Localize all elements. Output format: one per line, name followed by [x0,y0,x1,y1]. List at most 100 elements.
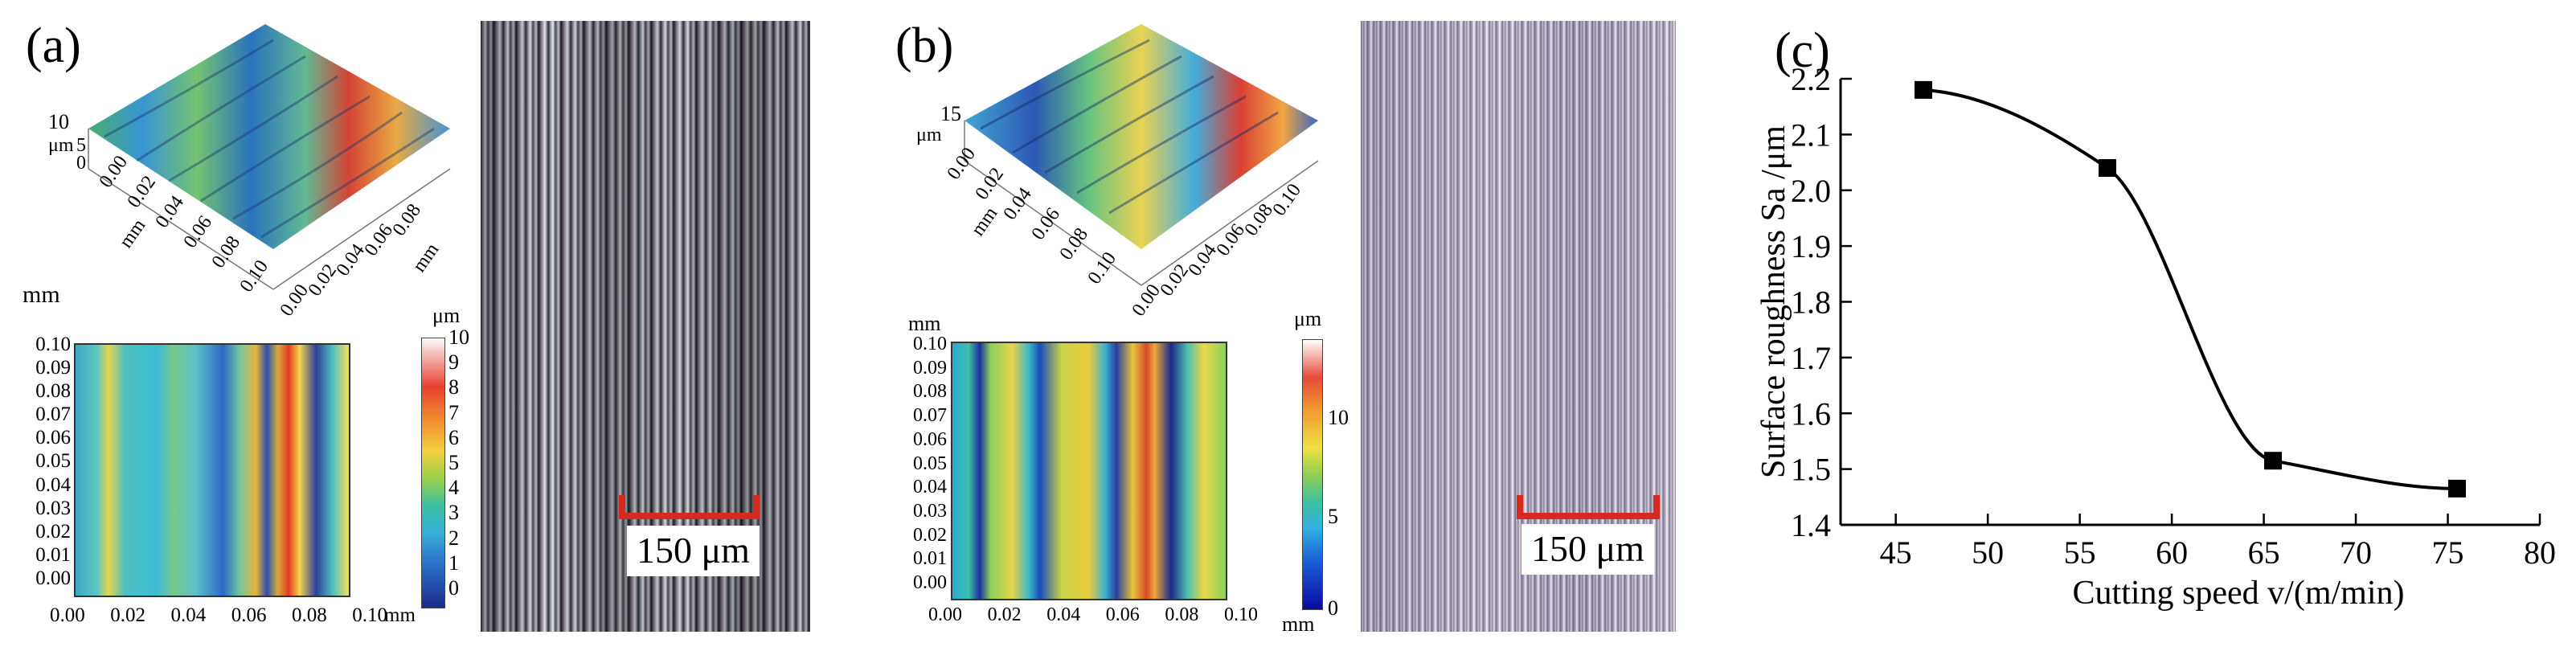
micrograph-b: 150 μm [1361,21,1676,632]
contour-a-x-tick: 0.08 [292,604,327,626]
contour-b-y-tick: 0.02 [913,524,947,546]
y-tick-label: 2.2 [1791,61,1831,97]
contour-b-y-tick: 0.00 [913,572,947,594]
surface-a-mm-label: mm [116,215,150,252]
contour-a-x-tick: 0.04 [170,604,207,626]
colorbar-a-tick: 7 [448,400,459,424]
surface-b-y-tick: 0.06 [1028,204,1064,244]
surface-a-y-tick: 0.00 [96,152,132,191]
contour-map-b [951,342,1227,600]
surface-b-y-tick: 0.10 [1084,248,1120,288]
contour-a-x-tick: 0.02 [110,604,145,626]
colorbar-a-tick: 8 [448,375,459,399]
colorbar-b-tick: 5 [1328,505,1338,528]
surface-b-y-tick: 0.08 [1056,224,1092,264]
colorbar-a-tick: 5 [448,451,459,475]
contour-a-y-tick: 0.03 [35,497,71,519]
colorbar-a-tick: 10 [448,326,469,349]
colorbar-a-tick: 0 [448,576,459,600]
surface-3d-plot-a: 10 μm 5 0 0.00 0.02 0.04 0.06 0.08 0.10 … [48,24,451,320]
surface-b-mm-label: mm [968,203,1002,240]
colorbar-a-tick: 4 [448,476,459,500]
contour-a-x-tick: 0.10 [352,604,387,626]
contour-a-y-tick: 0.07 [35,403,71,426]
surface-b-z-label: μm [916,125,942,145]
contour-b-x-tick: 0.10 [1223,604,1258,625]
data-point [1915,80,1933,99]
contour-a-y-tick: 0.00 [35,567,71,589]
panel-c: (c) 1.4 1.5 1.6 1.7 1.8 1.9 2.0 2.1 2.2 45 50 55 60 6… [1752,0,2576,647]
contour-b-y-tick: 0.03 [913,500,947,522]
surface-a-y-tick: 0.06 [180,212,216,252]
roughness-chart: 1.4 1.5 1.6 1.7 1.8 1.9 2.0 2.1 2.2 45 50 55 60 65 70 7… [1755,61,2556,612]
surface-3d-plot-b: 15 μm 0.00 0.02 0.04 0.06 0.08 0.10 0.00… [916,24,1319,320]
contour-b-x-tick: 0.02 [987,604,1022,625]
colorbar-a [421,338,445,608]
x-tick-label: 65 [2248,534,2280,571]
surface-a-z-label: μm [48,135,74,156]
colorbar-b-tick: 10 [1328,406,1349,429]
contour-a-x-tick: 0.06 [231,604,267,626]
contour-a-y-tick: 0.06 [35,427,71,449]
y-tick-label: 1.4 [1791,507,1831,543]
panel-b: (b) 15 μm 0.00 0.02 0.04 0.06 0.08 [884,0,1688,647]
y-axis-label: Surface roughness Sa /μm [1755,125,1792,478]
surface-b-z-tick-15: 15 [940,102,961,125]
x-tick-label: 75 [2432,534,2464,571]
contour-a-y-tick: 0.01 [35,543,71,566]
contour-b-y-tick: 0.08 [913,381,947,403]
contour-a-y-tick: 0.10 [35,334,71,355]
colorbar-unit-a: μm [432,304,461,327]
y-tick-label: 1.9 [1791,228,1831,264]
contour-b-y-tick: 0.01 [913,548,947,570]
contour-a-y-tick: 0.04 [35,473,71,496]
colorbar-a-tick: 9 [448,350,459,375]
data-point [2447,479,2466,498]
panel-a-label: (a) [26,18,81,73]
data-point [2264,452,2283,470]
contour-b-y-tick: 0.10 [913,334,947,354]
x-tick-label: 55 [2064,534,2096,571]
surface-a-x-tick: 0.10 [236,256,272,296]
surface-a-y-tick: 0.08 [208,232,244,272]
x-tick-label: 60 [2156,534,2188,571]
contour-y-ticks-a: 0.10 0.09 0.08 0.07 0.06 0.05 0.04 0.03 … [5,333,71,590]
contour-x-unit-b: mm [1282,612,1315,636]
colorbar-b-tick: 0 [1328,596,1338,620]
contour-y-ticks-b: 0.10 0.09 0.08 0.07 0.06 0.05 0.04 0.03 … [884,333,947,596]
contour-b-x-tick: 0.00 [928,604,962,625]
colorbar-unit-b: μm [1294,307,1322,330]
colorbar-ticks-a: 10 9 8 7 6 5 4 3 2 1 0 [448,325,469,600]
contour-a-y-tick: 0.05 [35,450,71,473]
contour-a-y-tick: 0.08 [35,380,71,403]
contour-x-ticks-a: 0.00 0.02 0.04 0.06 0.08 0.10 [50,604,387,627]
x-tick-label: 70 [2340,534,2372,571]
contour-b-y-tick: 0.06 [913,428,947,450]
surface-a-y-tick: 0.02 [124,172,160,211]
x-tick-label: 45 [1880,534,1912,571]
surface-a-z-tick-5: 5 [76,135,86,156]
contour-map-a [74,343,350,597]
scale-bar-b [1517,495,1660,519]
y-tick-label: 1.7 [1791,340,1831,376]
contour-b-y-tick: 0.05 [913,452,947,474]
scale-label-a: 150 μm [627,526,760,576]
y-tick-label: 1.6 [1791,395,1831,432]
contour-b-y-tick: 0.04 [913,477,947,498]
contour-b-x-tick: 0.08 [1165,604,1199,625]
series-line [1923,88,2457,490]
contour-a-y-tick: 0.09 [35,357,71,379]
contour-axis-label-a: mm [23,281,60,308]
contour-a-y-tick: 0.02 [35,520,71,543]
y-tick-label: 2.0 [1791,173,1831,209]
panel-c-label: (c) [1775,23,1830,78]
contour-b-y-tick: 0.07 [913,405,947,427]
contour-x-ticks-b: 0.00 0.02 0.04 0.06 0.08 0.10 [928,604,1258,626]
scale-bar-a [619,495,760,519]
colorbar-a-tick: 2 [448,526,459,550]
surface-b-mesh [964,24,1318,249]
panel-a: (a) 10 μm 5 0 0.00 0.02 0.04 0.06 [0,0,820,647]
contour-x-unit-a: mm [384,604,416,626]
colorbar-b [1302,339,1323,610]
micrograph-a: 150 μm [481,21,810,632]
